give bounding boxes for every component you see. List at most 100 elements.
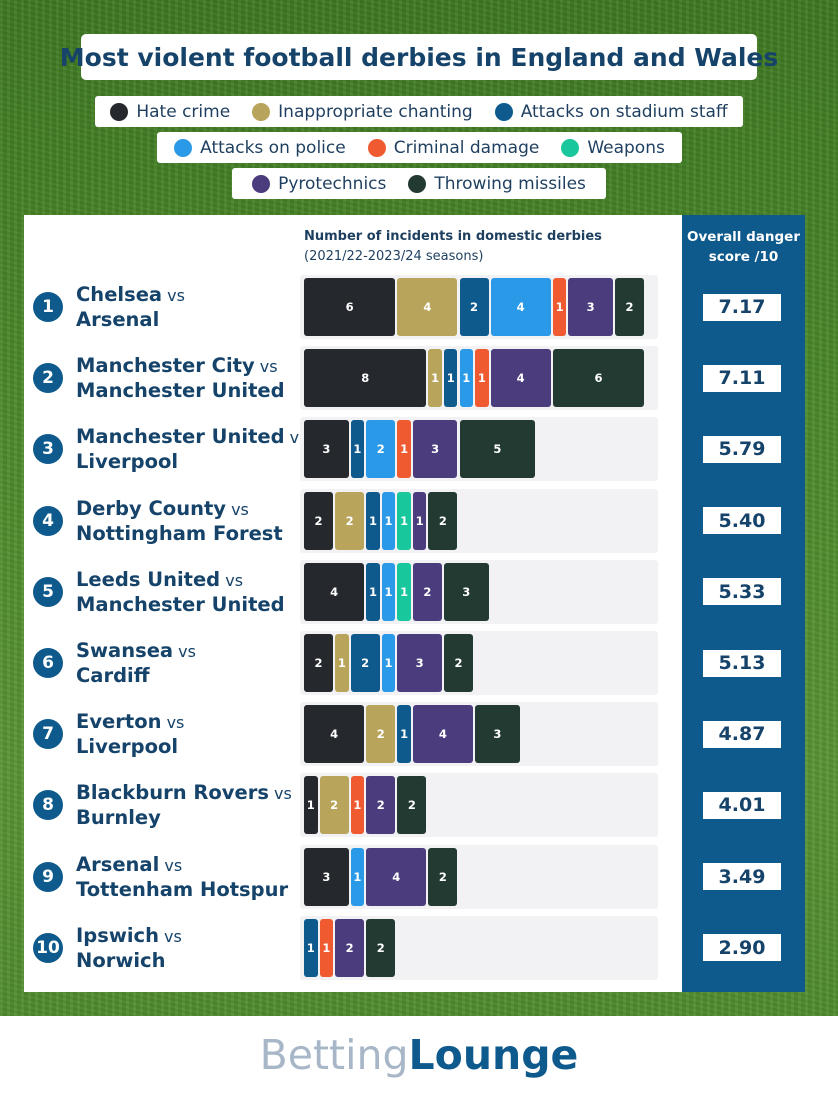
away-team: Burnley: [76, 806, 161, 830]
betting-lounge-logo: BettingLounge: [0, 1030, 838, 1080]
bar-segment-hate-crime: 6: [304, 278, 396, 336]
bar-segment-weapons: 1: [397, 491, 411, 550]
legend-row-1: Hate crime Inappropriate chanting Attacks …: [95, 96, 743, 127]
away-team: Liverpool: [76, 735, 179, 759]
legend-row-2: Attacks on police Criminal damage Weapons: [157, 132, 682, 163]
bar-segment-pyrotechnics: 4: [490, 349, 551, 408]
legend-item-weapons: Weapons: [561, 138, 665, 158]
bar-segment-throwing-missiles: 2: [397, 776, 427, 835]
home-team: Manchester City: [76, 354, 255, 378]
legend-label: Inappropriate chanting: [278, 101, 473, 122]
legend-item-criminal-damage: Criminal damage: [367, 138, 539, 158]
away-team: Arsenal: [76, 308, 160, 331]
bar-segment-attacks-on-police: 1: [381, 634, 396, 692]
bar-segment-throwing-missiles: 3: [443, 562, 489, 621]
incidents-header-title: Number of incidents in domestic derbies: [304, 229, 602, 244]
home-team: Ipswich: [76, 923, 159, 947]
away-team: Liverpool: [76, 450, 179, 474]
bar-segment-criminal-damage: 1: [475, 349, 489, 408]
rank-badge: 1: [33, 292, 63, 322]
legend-row-3: Pyrotechnics Throwing missiles: [232, 168, 606, 199]
legend-label: Throwing missiles: [434, 173, 586, 194]
rank-badge: 3: [33, 434, 63, 465]
bar-segment-criminal-damage: 1: [552, 278, 567, 336]
legend-swatch: [110, 102, 129, 121]
rank-badge: 2: [33, 363, 63, 394]
bar-segment-hate-crime: 3: [304, 420, 349, 479]
legend-item-inappropriate-chanting: Inappropriate chanting: [252, 102, 473, 122]
incidents-header: Number of incidents in domestic derbies …: [304, 227, 602, 267]
bar-segment-throwing-missiles: 2: [443, 634, 474, 692]
legend-swatch: [367, 138, 386, 157]
bar-segment-throwing-missiles: 2: [428, 491, 458, 550]
bar-segment-hate-crime: 4: [304, 705, 365, 764]
vs-label: vs: [158, 926, 182, 946]
footer: [0, 1016, 838, 1099]
legend-label: Attacks on stadium staff: [520, 101, 728, 122]
rank-badge: 7: [33, 719, 63, 750]
bar-segment-throwing-missiles: 2: [428, 847, 458, 906]
legend-item-throwing-missiles: Throwing missiles: [408, 174, 586, 194]
bar-segment-attacks-on-stadium-staff: 1: [366, 562, 380, 621]
rank-badge: 5: [33, 576, 63, 607]
legend-item-attacks-on-stadium-staff: Attacks on stadium staff: [494, 101, 728, 122]
legend-swatch: [408, 174, 427, 193]
score-panel: Overall danger score /10 7.17 7.11 5.79 5.4…: [682, 215, 805, 992]
vs-label: vs: [220, 570, 244, 590]
derby-label: Derby County vs Nottingham Forest: [76, 497, 283, 546]
danger-score: 5.33: [703, 578, 781, 606]
bar-segment-attacks-on-stadium-staff: 2: [350, 634, 380, 692]
bar-segment-inappropriate-chanting: 2: [319, 776, 349, 835]
legend-swatch: [174, 138, 193, 157]
legend-swatch: [252, 174, 271, 193]
bar-segment-pyrotechnics: 2: [412, 562, 442, 621]
home-team: Swansea: [76, 639, 174, 662]
danger-score: 7.11: [703, 364, 781, 392]
bar-segment-attacks-on-stadium-staff: 1: [397, 705, 411, 764]
rank-badge: 10: [33, 932, 63, 963]
incidents-header-seasons: (2021/22-2023/24 seasons): [304, 249, 484, 264]
derby-label: Arsenal vs Tottenham Hotspur: [76, 853, 288, 902]
legend-swatch: [252, 102, 271, 121]
home-team: Everton: [76, 710, 162, 734]
bar-segment-attacks-on-police: 1: [459, 349, 474, 408]
bar-segment-attacks-on-police: 1: [381, 562, 396, 621]
rank-badge: 8: [33, 790, 63, 821]
logo-part-1: Betting: [259, 1031, 409, 1079]
legend-item-pyrotechnics: Pyrotechnics: [252, 174, 386, 194]
derby-label: Swansea vs Cardiff: [76, 639, 196, 688]
away-team: Manchester United: [76, 379, 285, 403]
bar-segment-pyrotechnics: 3: [412, 420, 458, 479]
derby-label: Blackburn Rovers vs Burnley: [76, 781, 292, 830]
rank-badge: 4: [33, 505, 63, 536]
bar-segment-pyrotechnics: 2: [335, 918, 365, 977]
legend-label: Attacks on police: [200, 137, 346, 158]
danger-score: 7.17: [703, 293, 781, 321]
home-team: Leeds United: [76, 567, 221, 591]
danger-score: 5.40: [703, 507, 781, 535]
bar-segment-criminal-damage: 1: [397, 420, 411, 479]
bar-segment-pyrotechnics: 3: [397, 634, 442, 692]
bar-segment-inappropriate-chanting: 2: [366, 705, 396, 764]
bar-segment-attacks-on-stadium-staff: 1: [366, 491, 380, 550]
bar-segment-hate-crime: 8: [304, 349, 427, 408]
danger-score: 5.13: [703, 649, 781, 677]
home-team: Derby County: [76, 496, 226, 520]
chart-card: Number of incidents in domestic derbies …: [24, 215, 805, 992]
vs-label: vs: [268, 784, 292, 804]
vs-label: vs: [162, 286, 185, 305]
away-team: Manchester United: [76, 592, 285, 616]
bar-segment-attacks-on-stadium-staff: 2: [459, 278, 489, 336]
home-team: Manchester United: [76, 425, 285, 449]
score-header-line2: score /10: [708, 249, 779, 265]
bar-segment-attacks-on-stadium-staff: 1: [304, 918, 318, 977]
away-team: Tottenham Hotspur: [76, 877, 289, 901]
bar-segment-throwing-missiles: 3: [475, 705, 520, 764]
home-team: Chelsea: [76, 283, 163, 306]
